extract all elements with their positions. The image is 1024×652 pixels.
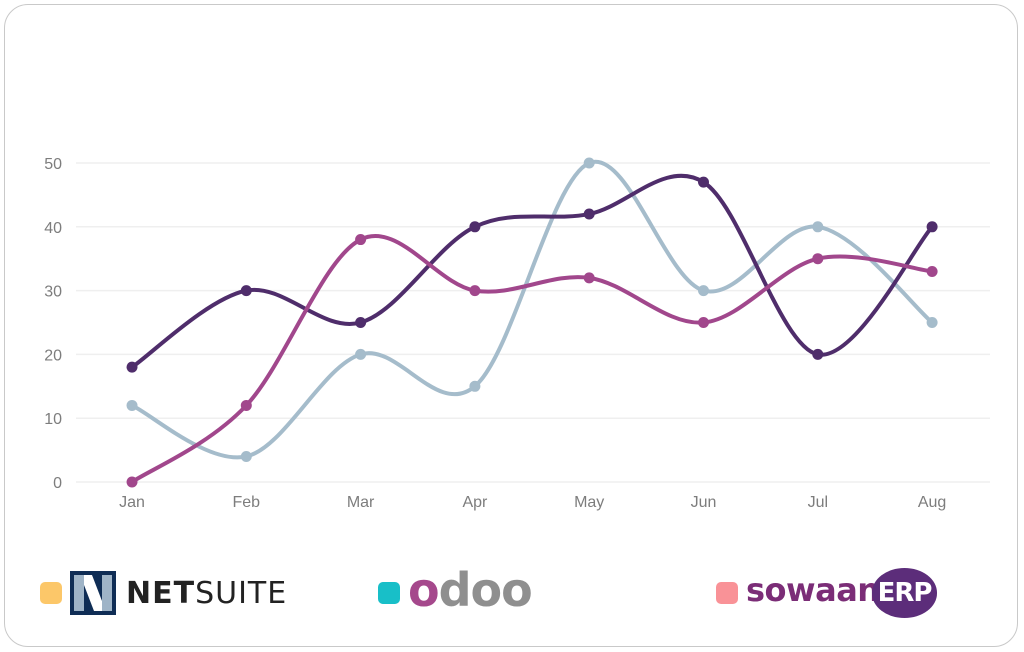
data-point-odoo: [926, 317, 938, 328]
data-point-sowaanerp: [698, 317, 709, 328]
data-point-netsuite: [583, 208, 595, 220]
x-tick-label: Mar: [347, 494, 375, 511]
legend-swatch-netsuite: [40, 582, 62, 604]
data-point-sowaanerp: [469, 285, 481, 297]
data-point-odoo: [126, 399, 138, 411]
x-tick-label: Jun: [691, 494, 717, 511]
sowaan-erp-logo: sowaanERP: [746, 568, 938, 618]
legend-item-sowaanerp[interactable]: sowaanERP: [716, 568, 938, 618]
x-tick-label: Jul: [808, 494, 828, 511]
y-tick-label: 50: [44, 156, 62, 173]
legend-item-odoo[interactable]: odoo: [378, 563, 533, 618]
x-tick-label: Aug: [918, 494, 946, 511]
legend-label-netsuite: NETSUITE: [126, 575, 288, 611]
y-tick-label: 40: [44, 220, 62, 237]
y-tick-label: 0: [53, 475, 62, 492]
data-point-netsuite: [469, 221, 481, 233]
x-tick-label: Apr: [462, 494, 488, 511]
data-point-odoo: [698, 285, 709, 297]
legend-swatch-sowaanerp: [716, 582, 738, 604]
legend-item-netsuite[interactable]: NETSUITE: [40, 568, 287, 618]
odoo-logo: odoo: [408, 563, 533, 617]
x-tick-label: May: [574, 494, 604, 511]
data-point-netsuite: [926, 221, 938, 233]
series-line-sowaanerp: [130, 234, 935, 484]
data-point-sowaanerp: [583, 272, 595, 284]
data-point-netsuite: [812, 348, 824, 360]
x-tick-label: Feb: [233, 494, 261, 511]
data-point-sowaanerp: [812, 253, 824, 265]
series-line-odoo: [130, 159, 935, 460]
data-point-netsuite: [240, 285, 252, 297]
netsuite-logo-icon: [70, 571, 116, 615]
y-tick-label: 10: [44, 411, 62, 428]
y-tick-label: 20: [44, 347, 62, 364]
line-chart: 0 10 20 30 40 50 Jan Feb Mar Apr May Jun Jul Aug: [44, 156, 990, 511]
data-point-netsuite: [698, 176, 709, 188]
data-point-sowaanerp: [240, 399, 252, 411]
data-point-sowaanerp: [926, 265, 938, 277]
data-point-odoo: [583, 157, 595, 169]
x-tick-label: Jan: [119, 494, 145, 511]
data-point-sowaanerp: [126, 476, 138, 488]
data-point-netsuite: [126, 361, 138, 373]
data-point-odoo: [469, 380, 481, 392]
legend-swatch-odoo: [378, 582, 400, 604]
data-point-sowaanerp: [355, 234, 367, 246]
data-point-odoo: [240, 450, 252, 462]
data-point-odoo: [355, 348, 367, 360]
data-point-odoo: [812, 221, 824, 233]
data-point-netsuite: [355, 317, 367, 328]
y-tick-label: 30: [44, 284, 62, 301]
